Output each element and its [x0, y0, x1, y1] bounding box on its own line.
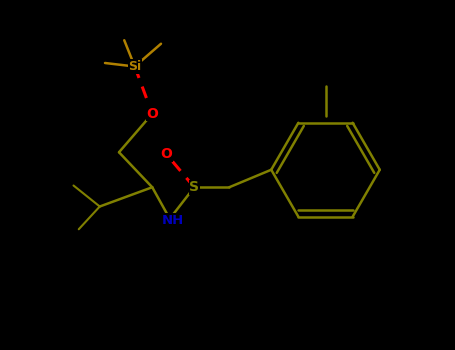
- Text: NH: NH: [162, 214, 184, 227]
- Text: S: S: [189, 180, 199, 194]
- Text: Si: Si: [128, 60, 142, 73]
- Text: O: O: [147, 107, 158, 121]
- Text: O: O: [160, 147, 172, 161]
